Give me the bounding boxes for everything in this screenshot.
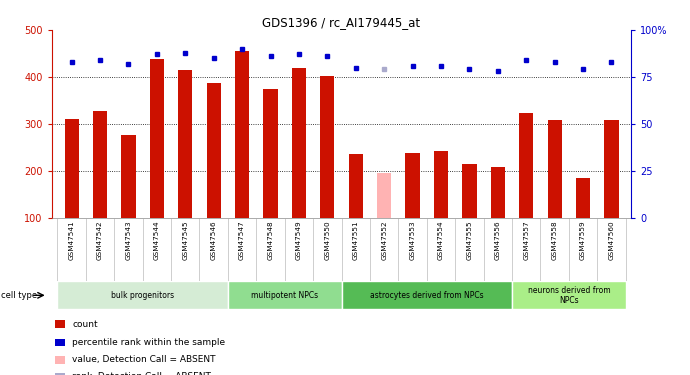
Bar [292, 68, 306, 218]
Text: GSM47549: GSM47549 [296, 220, 302, 260]
Text: GSM47543: GSM47543 [126, 220, 132, 260]
Text: GSM47541: GSM47541 [68, 220, 75, 260]
Bar [264, 88, 277, 218]
Bar [55, 356, 65, 364]
Text: GSM47550: GSM47550 [324, 220, 331, 260]
Text: value, Detection Call = ABSENT: value, Detection Call = ABSENT [72, 356, 215, 364]
Bar [228, 281, 342, 309]
Bar [406, 153, 420, 218]
Bar [55, 373, 65, 375]
Bar [206, 82, 221, 218]
Bar [377, 173, 391, 217]
Bar [519, 113, 533, 218]
Text: neurons derived from
NPCs: neurons derived from NPCs [528, 286, 610, 305]
Bar [55, 339, 65, 346]
Bar [65, 119, 79, 218]
Bar [150, 59, 164, 217]
Text: GSM47559: GSM47559 [580, 220, 586, 260]
Text: multipotent NPCs: multipotent NPCs [251, 291, 318, 300]
Text: GSM47556: GSM47556 [495, 220, 501, 260]
Text: GSM47542: GSM47542 [97, 220, 103, 260]
Bar [491, 167, 505, 218]
Text: GSM47554: GSM47554 [438, 220, 444, 260]
Bar [178, 70, 193, 217]
Bar [57, 281, 228, 309]
Text: GSM47547: GSM47547 [239, 220, 245, 260]
Text: GSM47546: GSM47546 [210, 220, 217, 260]
Text: GSM47560: GSM47560 [609, 220, 615, 260]
Text: GSM47553: GSM47553 [410, 220, 415, 260]
Bar [320, 76, 335, 217]
Text: cell type: cell type [1, 291, 37, 300]
Bar [604, 120, 618, 218]
Text: GSM47555: GSM47555 [466, 220, 473, 260]
Text: rank, Detection Call = ABSENT: rank, Detection Call = ABSENT [72, 372, 211, 375]
Text: percentile rank within the sample: percentile rank within the sample [72, 338, 225, 347]
Text: GSM47551: GSM47551 [353, 220, 359, 260]
Bar [55, 320, 65, 328]
Bar [434, 151, 448, 217]
Text: GSM47544: GSM47544 [154, 220, 160, 260]
Bar [512, 281, 626, 309]
Text: GSM47557: GSM47557 [523, 220, 529, 260]
Text: GSM47545: GSM47545 [182, 220, 188, 260]
Bar [93, 111, 107, 218]
Text: GSM47558: GSM47558 [551, 220, 558, 260]
Bar [462, 164, 477, 218]
Bar [548, 120, 562, 218]
Bar [348, 154, 363, 218]
Bar [121, 135, 135, 218]
Bar [576, 178, 590, 218]
Bar [342, 281, 512, 309]
Text: bulk progenitors: bulk progenitors [111, 291, 175, 300]
Bar [235, 51, 249, 217]
Text: count: count [72, 320, 98, 328]
Text: GSM47548: GSM47548 [268, 220, 273, 260]
Text: GSM47552: GSM47552 [381, 220, 387, 260]
Title: GDS1396 / rc_AI179445_at: GDS1396 / rc_AI179445_at [262, 16, 421, 29]
Text: astrocytes derived from NPCs: astrocytes derived from NPCs [370, 291, 484, 300]
